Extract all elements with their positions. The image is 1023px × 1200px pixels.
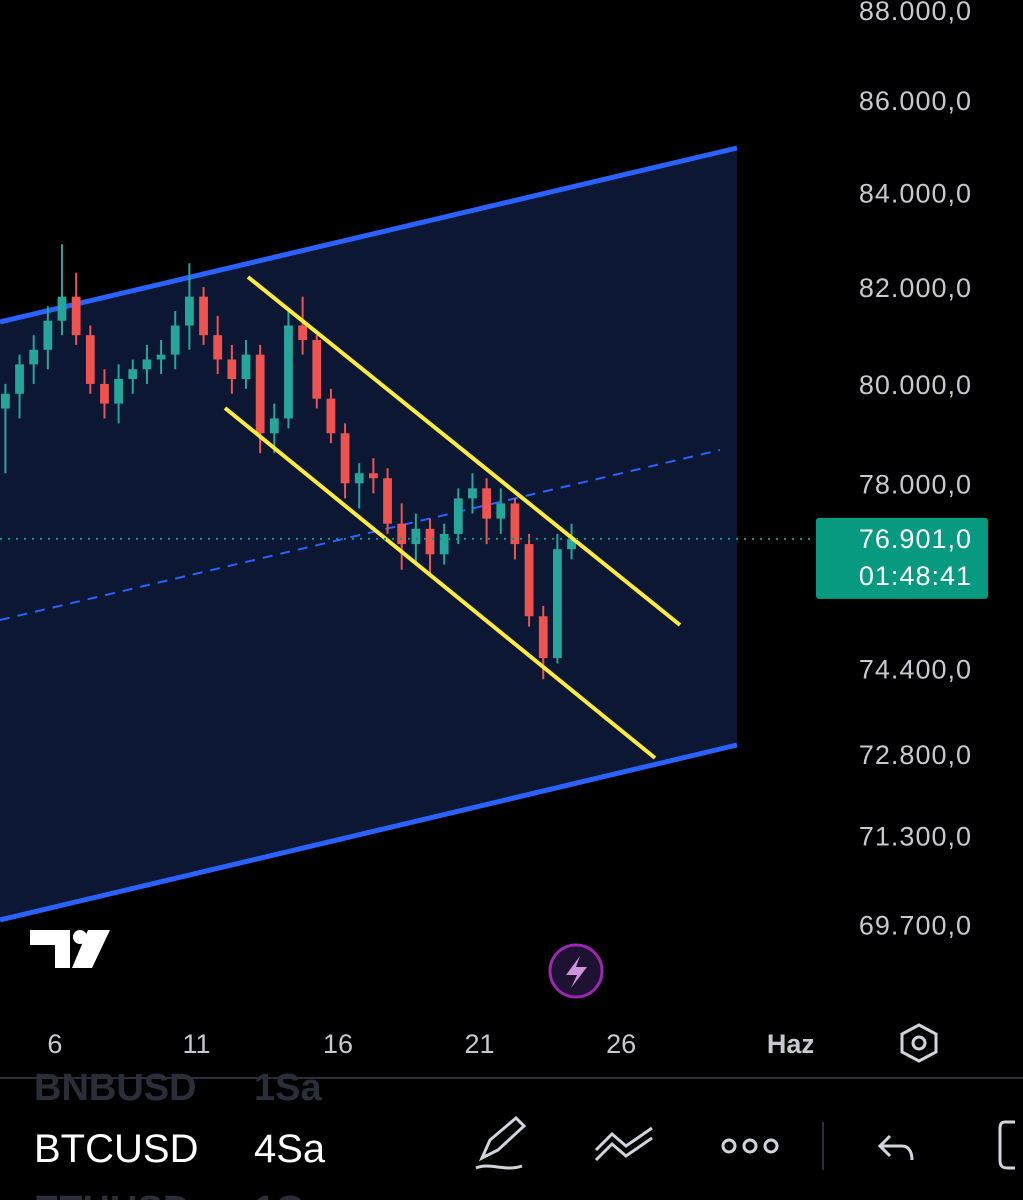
candle-body	[15, 364, 24, 394]
candle-body	[298, 325, 308, 341]
candle-body	[85, 335, 95, 384]
candle-body	[354, 473, 364, 484]
candle-body	[411, 528, 421, 545]
candle-body	[156, 354, 166, 360]
candle-body	[425, 528, 435, 555]
y-tick-label: 72.800,0	[859, 740, 972, 770]
candle-body	[340, 433, 350, 484]
fullscreen-button[interactable]	[998, 1120, 1015, 1170]
candle-body	[453, 498, 463, 534]
settings-button[interactable]	[900, 1023, 938, 1063]
logo	[30, 930, 110, 968]
trend-top[interactable]	[246, 275, 682, 627]
y-tick-label: 82.000,0	[859, 273, 972, 303]
countdown: 01:48:41	[859, 561, 972, 591]
x-tick-label: 11	[182, 1029, 210, 1059]
channel-bottom[interactable]	[0, 742, 738, 923]
candle-body	[312, 340, 322, 399]
candle-body	[142, 359, 152, 370]
candle-body	[57, 296, 67, 321]
candle-body	[284, 325, 293, 419]
candle-body	[369, 473, 378, 479]
symbol[interactable]: ETHUSD	[34, 1189, 190, 1200]
candle-body	[170, 325, 180, 355]
candle-body	[538, 616, 548, 659]
x-tick-label: 21	[465, 1029, 495, 1059]
y-tick-label: 86.000,0	[859, 86, 972, 116]
x-tick-label: Haz	[767, 1029, 815, 1059]
candle-body	[213, 335, 223, 360]
candle-body	[199, 296, 208, 336]
y-tick-label: 71.300,0	[859, 822, 972, 852]
channel-mid[interactable]	[0, 449, 721, 621]
candle-body	[100, 383, 109, 404]
candle-body	[128, 369, 138, 380]
x-tick-label: 26	[606, 1029, 636, 1059]
y-tick-label: 80.000,0	[859, 370, 972, 400]
channel-top[interactable]	[0, 145, 738, 325]
candle-body	[553, 549, 562, 659]
x-tick-label: 16	[323, 1029, 353, 1059]
more-button[interactable]	[721, 1138, 779, 1154]
candle-body	[255, 354, 265, 434]
candle-body	[114, 379, 124, 404]
candle-body	[524, 544, 534, 617]
candle-body	[241, 354, 251, 380]
draw-button[interactable]	[475, 1115, 527, 1170]
candle-body	[482, 488, 492, 519]
candle-body	[0, 393, 10, 409]
lightning-button[interactable]	[548, 943, 604, 999]
x-tick-label: 6	[47, 1029, 62, 1059]
candle-body	[468, 488, 477, 499]
y-tick-label: 74.400,0	[859, 655, 972, 685]
candle-body	[510, 503, 520, 545]
undo-button[interactable]	[877, 1134, 914, 1161]
interval[interactable]: 1G	[254, 1189, 305, 1200]
candle-body	[71, 296, 81, 336]
candle-body	[383, 478, 392, 524]
y-tick-label: 78.000,0	[859, 469, 972, 499]
candle-body	[567, 538, 576, 550]
symbol[interactable]: BTCUSD	[34, 1127, 198, 1171]
candle-body	[496, 503, 506, 519]
trend-bottom[interactable]	[223, 406, 657, 760]
candle-body	[29, 349, 39, 365]
y-tick-label: 69.700,0	[859, 911, 972, 941]
trendline-button[interactable]	[594, 1126, 653, 1162]
last-price-label: 76.901,0	[859, 524, 972, 554]
symbol[interactable]: BNBUSD	[34, 1067, 197, 1109]
candle-body	[397, 523, 407, 545]
candles	[0, 244, 576, 680]
candle-body	[43, 320, 53, 350]
candle-body	[269, 418, 279, 434]
last-price-box	[816, 517, 988, 599]
candle-body	[326, 398, 336, 434]
candle-body	[184, 296, 194, 326]
y-tick-label: 84.000,0	[859, 179, 972, 209]
candle-body	[439, 533, 449, 555]
y-tick-label: 88.000,0	[859, 0, 972, 26]
interval[interactable]: 4Sa	[254, 1127, 326, 1171]
candle-body	[227, 359, 237, 380]
interval[interactable]: 1Sa	[254, 1067, 322, 1109]
